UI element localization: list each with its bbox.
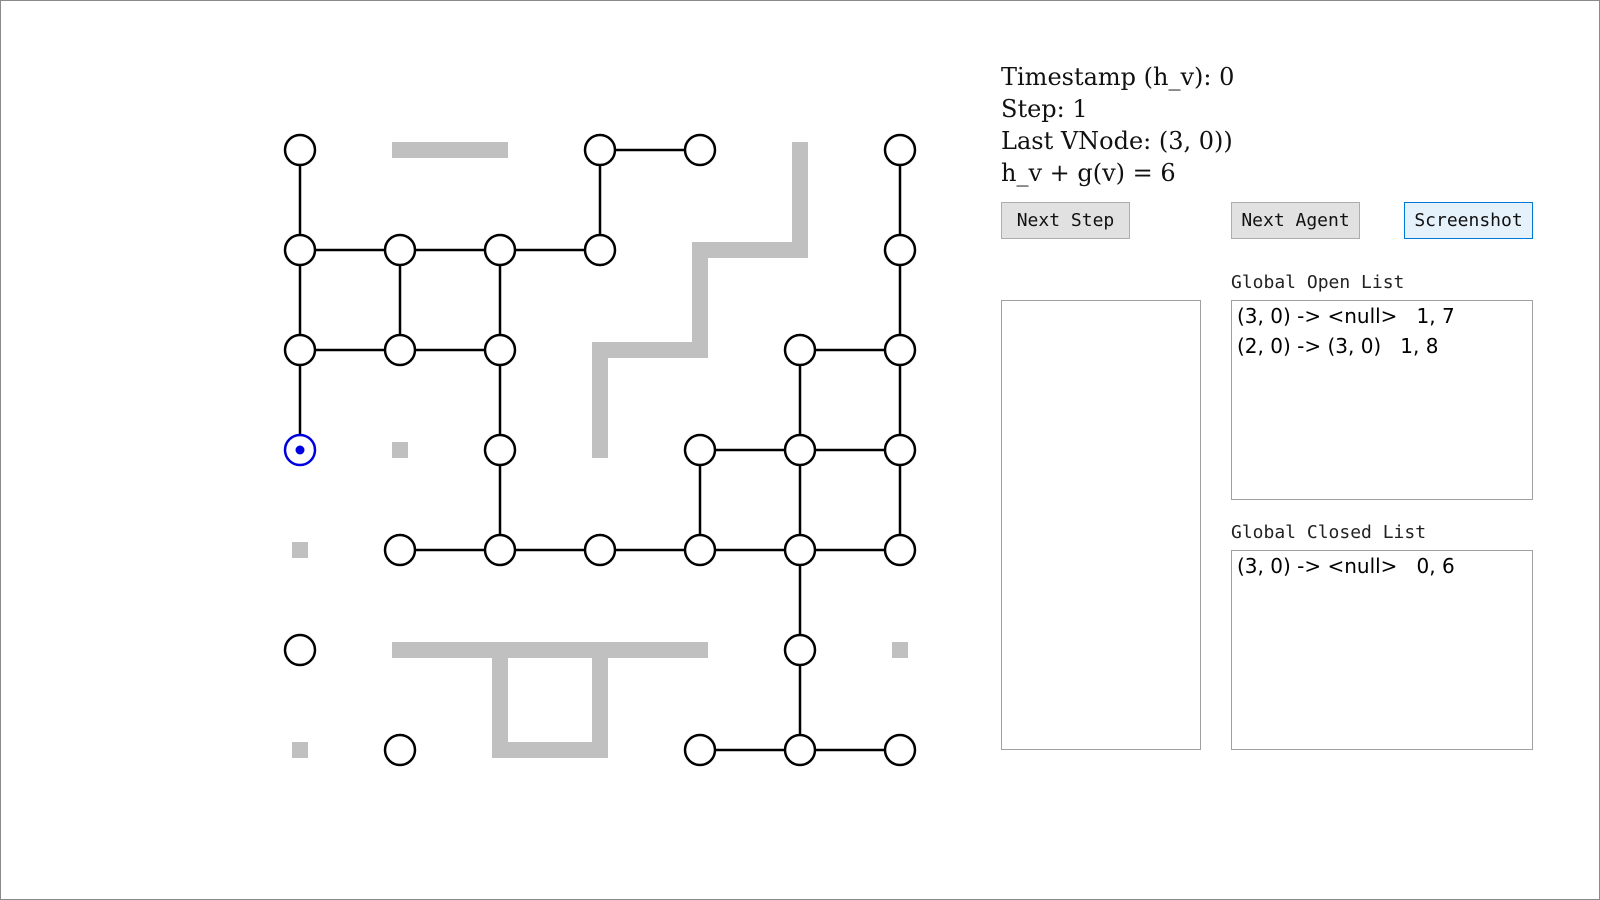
open-list-label: Global Open List [1231, 272, 1405, 293]
graph-node [783, 433, 817, 467]
graph-node [883, 733, 917, 767]
graph-node [883, 333, 917, 367]
list-item[interactable]: (3, 0) -> <null> 0, 6 [1237, 554, 1455, 578]
graph-node [883, 433, 917, 467]
graph-node [383, 233, 417, 267]
list-item[interactable]: (2, 0) -> (3, 0) 1, 8 [1237, 334, 1439, 358]
graph-node [783, 633, 817, 667]
graph-node [883, 533, 917, 567]
agent-list-box[interactable] [1001, 300, 1201, 750]
cost-label: h_v + g(v) = 6 [1001, 159, 1176, 187]
agent-marker-icon [295, 445, 305, 455]
graph-node [283, 633, 317, 667]
graph-node [483, 333, 517, 367]
graph-node [583, 533, 617, 567]
next-agent-button[interactable]: Next Agent [1231, 202, 1360, 239]
graph-node [283, 233, 317, 267]
screenshot-button[interactable]: Screenshot [1404, 202, 1533, 239]
last-vnode-label: Last VNode: (3, 0)) [1001, 127, 1233, 155]
graph-node [783, 333, 817, 367]
step-label: Step: 1 [1001, 95, 1088, 123]
next-step-button[interactable]: Next Step [1001, 202, 1130, 239]
graph-node [383, 333, 417, 367]
graph-node [283, 333, 317, 367]
graph-node [683, 533, 717, 567]
graph-node [883, 133, 917, 167]
obstacle-block [292, 542, 308, 558]
grid-map [283, 133, 917, 767]
graph-node [783, 733, 817, 767]
list-item[interactable]: (3, 0) -> <null> 1, 7 [1237, 304, 1455, 328]
graph-node [683, 433, 717, 467]
closed-list-box[interactable]: (3, 0) -> <null> 0, 6 [1231, 550, 1533, 750]
graph-node [283, 133, 317, 167]
open-list-box[interactable]: (3, 0) -> <null> 1, 7 (2, 0) -> (3, 0) 1,… [1231, 300, 1533, 500]
graph-node [583, 133, 617, 167]
timestamp-label: Timestamp (h_v): 0 [1001, 63, 1235, 91]
closed-list-label: Global Closed List [1231, 522, 1427, 543]
graph-node [583, 233, 617, 267]
obstacle-block [392, 442, 408, 458]
graph-node [683, 733, 717, 767]
graph-node [483, 533, 517, 567]
graph-node [383, 733, 417, 767]
graph-node [483, 233, 517, 267]
obstacle-block [292, 742, 308, 758]
graph-node [883, 233, 917, 267]
graph-node [683, 133, 717, 167]
obstacle-block [892, 642, 908, 658]
graph-node [483, 433, 517, 467]
graph-node [783, 533, 817, 567]
graph-node [383, 533, 417, 567]
